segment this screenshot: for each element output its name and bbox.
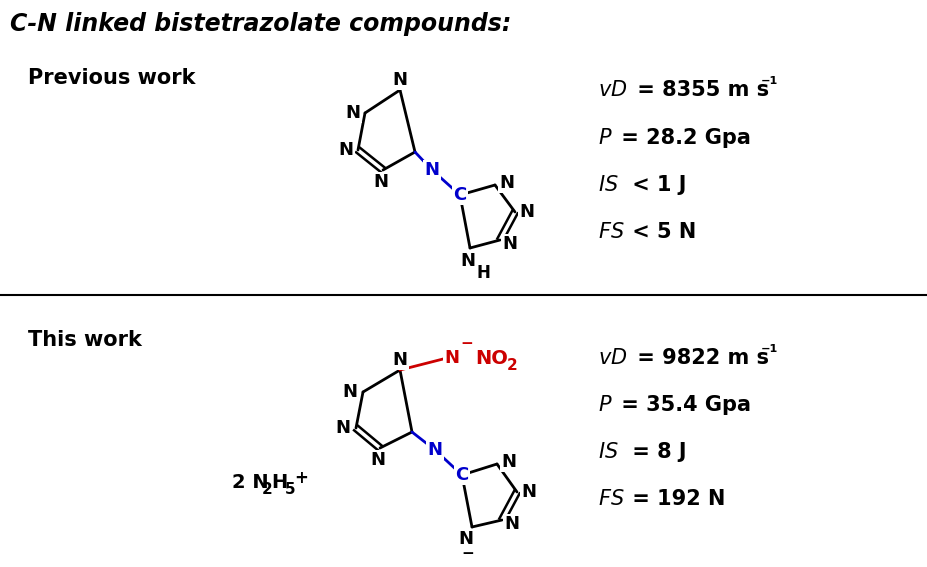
- Text: N: N: [519, 203, 534, 221]
- Text: 2: 2: [261, 481, 273, 497]
- Text: $vD$: $vD$: [597, 80, 627, 100]
- Text: N: N: [521, 483, 536, 501]
- Text: = 8 J: = 8 J: [624, 442, 686, 462]
- Text: This work: This work: [28, 330, 142, 350]
- Text: N: N: [504, 515, 519, 533]
- Text: C-N linked bistetrazolate compounds:: C-N linked bistetrazolate compounds:: [10, 12, 511, 36]
- Text: ⁻¹: ⁻¹: [760, 344, 778, 362]
- Text: +: +: [294, 469, 308, 487]
- Text: 2: 2: [506, 358, 517, 373]
- Text: N: N: [392, 351, 407, 369]
- Text: N: N: [338, 141, 353, 159]
- Text: N: N: [444, 349, 459, 367]
- Text: 5: 5: [285, 481, 296, 497]
- Text: = 9822 m s: = 9822 m s: [629, 348, 768, 368]
- Text: $IS$: $IS$: [597, 442, 618, 462]
- Text: $IS$: $IS$: [597, 175, 618, 195]
- Text: < 5 N: < 5 N: [624, 222, 695, 242]
- Text: N: N: [424, 161, 439, 179]
- Text: H: H: [476, 264, 489, 282]
- Text: = 28.2 Gpa: = 28.2 Gpa: [614, 128, 750, 148]
- Text: H: H: [271, 473, 287, 493]
- Text: 2 N: 2 N: [232, 473, 268, 493]
- Text: N: N: [392, 71, 407, 89]
- Text: $P$: $P$: [597, 128, 612, 148]
- Text: N: N: [345, 104, 360, 122]
- Text: = 35.4 Gpa: = 35.4 Gpa: [614, 395, 750, 415]
- Text: N: N: [342, 383, 357, 401]
- Text: Previous work: Previous work: [28, 68, 196, 88]
- Text: N: N: [370, 451, 385, 469]
- Text: $FS$: $FS$: [597, 222, 624, 242]
- Text: N: N: [373, 173, 388, 191]
- Text: C: C: [453, 186, 466, 204]
- Text: ⁻¹: ⁻¹: [760, 76, 778, 94]
- Text: N: N: [460, 252, 475, 270]
- Text: N: N: [501, 453, 516, 471]
- Text: N: N: [427, 441, 442, 459]
- Text: $vD$: $vD$: [597, 348, 627, 368]
- Text: C: C: [455, 466, 468, 484]
- Text: N: N: [499, 174, 514, 192]
- Text: $FS$: $FS$: [597, 489, 624, 509]
- Text: < 1 J: < 1 J: [624, 175, 686, 195]
- Text: = 192 N: = 192 N: [624, 489, 725, 509]
- Text: = 8355 m s: = 8355 m s: [629, 80, 768, 100]
- Text: N: N: [336, 419, 350, 437]
- Text: −: −: [460, 336, 473, 352]
- Text: $P$: $P$: [597, 395, 612, 415]
- Text: N: N: [502, 235, 517, 253]
- Text: N: N: [458, 530, 473, 548]
- Text: −: −: [461, 545, 474, 561]
- Text: NO: NO: [475, 349, 507, 369]
